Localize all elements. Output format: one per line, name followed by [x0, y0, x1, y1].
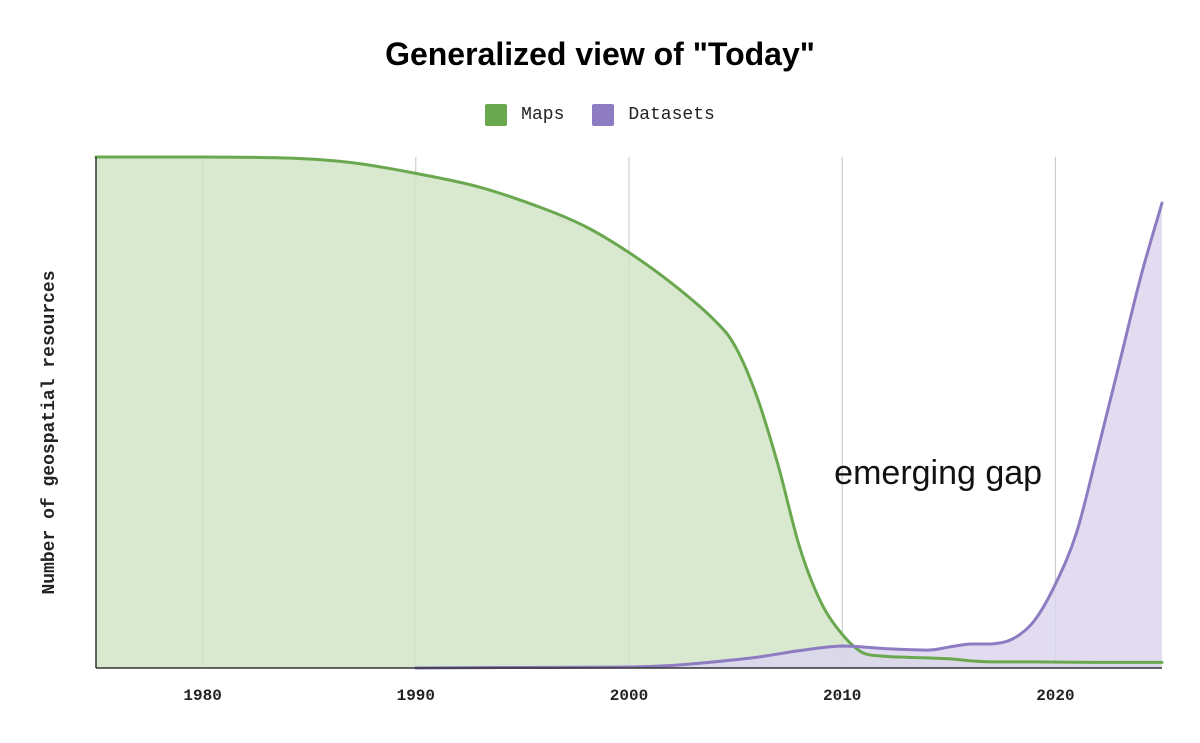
area-maps [96, 157, 1162, 668]
legend-item-maps[interactable]: Maps [485, 104, 564, 126]
legend: Maps Datasets [0, 104, 1200, 126]
legend-swatch-maps [485, 104, 508, 126]
x-tick-label-1980: 1980 [183, 687, 221, 705]
x-tick-label-2010: 2010 [823, 687, 861, 705]
axis-labels: Number of geospatial resources [40, 270, 60, 594]
x-tick-label-2020: 2020 [1036, 687, 1074, 705]
legend-item-datasets[interactable]: Datasets [592, 104, 715, 126]
y-axis-label: Number of geospatial resources [40, 270, 60, 594]
annotation-0: emerging gap [834, 454, 1042, 492]
line-maps [94, 155, 1164, 664]
x-tick-labels: 1980 1990 2000 2010 2020 [183, 687, 1074, 705]
series-areas [96, 157, 1162, 669]
legend-label-maps: Maps [521, 105, 565, 125]
series-lines [94, 155, 1164, 670]
legend-label-datasets: Datasets [628, 105, 715, 125]
x-tick-label-1990: 1990 [397, 687, 435, 705]
area-datasets [415, 202, 1162, 669]
line-datasets [414, 201, 1164, 670]
legend-swatch-datasets [592, 104, 615, 126]
chart-title: Generalized view of "Today" [385, 36, 815, 72]
annotations: emerging gap [834, 454, 1042, 492]
axes [95, 157, 1162, 669]
x-tick-label-2000: 2000 [610, 687, 648, 705]
